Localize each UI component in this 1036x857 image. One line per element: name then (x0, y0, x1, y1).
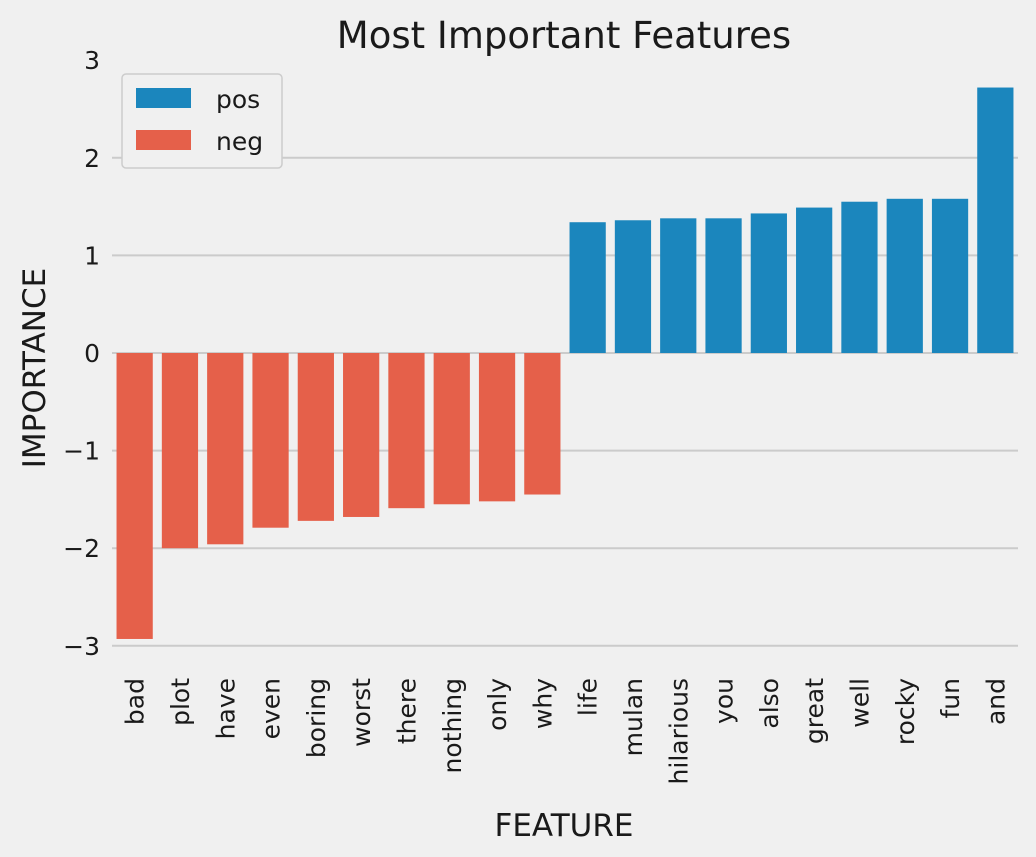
bar-mulan (614, 220, 652, 353)
bar-why (524, 353, 561, 495)
x-tick-label: great (800, 678, 829, 744)
x-tick-label: even (257, 678, 286, 739)
x-tick-label: fun (936, 678, 965, 719)
x-axis-ticks: bad plot have even boring worst there nothing on… (121, 678, 1011, 785)
bar-hilarious (660, 218, 697, 353)
bar-bad (116, 353, 153, 639)
x-tick-label: mulan (619, 678, 648, 756)
bar-there (388, 353, 425, 509)
y-axis-label: IMPORTANCE (17, 268, 53, 468)
y-tick-label: −2 (63, 534, 100, 563)
y-tick-label: 2 (84, 144, 100, 173)
legend-label-pos: pos (216, 85, 260, 114)
y-tick-label: 3 (84, 46, 100, 75)
x-tick-label: life (574, 678, 603, 716)
x-tick-label: bad (121, 678, 150, 725)
x-tick-label: nothing (438, 678, 467, 773)
bar-worst (343, 353, 380, 517)
bars (116, 87, 1014, 639)
x-tick-label: plot (166, 678, 195, 726)
x-tick-label: boring (302, 678, 331, 758)
bar-rocky (886, 198, 923, 353)
bar-you (705, 218, 742, 353)
x-tick-label: have (211, 678, 240, 739)
bar-fun (931, 198, 969, 353)
x-tick-label: there (392, 678, 421, 744)
bar-even (252, 353, 289, 528)
y-tick-label: 1 (84, 241, 100, 270)
bar-well (841, 201, 878, 353)
x-tick-label: you (710, 678, 739, 724)
bar-nothing (433, 353, 470, 505)
x-tick-label: hilarious (664, 678, 693, 784)
bar-and (977, 87, 1014, 353)
x-tick-label: worst (347, 678, 376, 747)
bar-plot (161, 353, 199, 549)
legend-swatch-pos (136, 88, 191, 108)
legend-label-neg: neg (216, 127, 263, 156)
bar-life (569, 222, 606, 353)
y-axis-ticks: 3 2 1 0 −1 −2 −3 (63, 46, 100, 661)
x-tick-label: well (845, 678, 874, 728)
bar-boring (297, 353, 334, 521)
x-tick-label: why (528, 678, 557, 729)
bar-only (478, 353, 516, 502)
y-tick-label: −1 (63, 437, 100, 466)
y-tick-label: −3 (63, 632, 100, 661)
bar-great (796, 207, 833, 353)
legend: pos neg (121, 73, 283, 169)
x-tick-label: only (483, 678, 512, 731)
x-axis-label: FEATURE (495, 808, 634, 844)
chart-title: Most Important Features (337, 14, 791, 57)
bar-also (750, 213, 787, 353)
bar-have (207, 353, 244, 545)
legend-swatch-neg (136, 130, 191, 150)
x-tick-label: rocky (891, 678, 920, 745)
y-tick-label: 0 (84, 339, 100, 368)
x-tick-label: and (981, 678, 1010, 725)
x-tick-label: also (755, 678, 784, 729)
